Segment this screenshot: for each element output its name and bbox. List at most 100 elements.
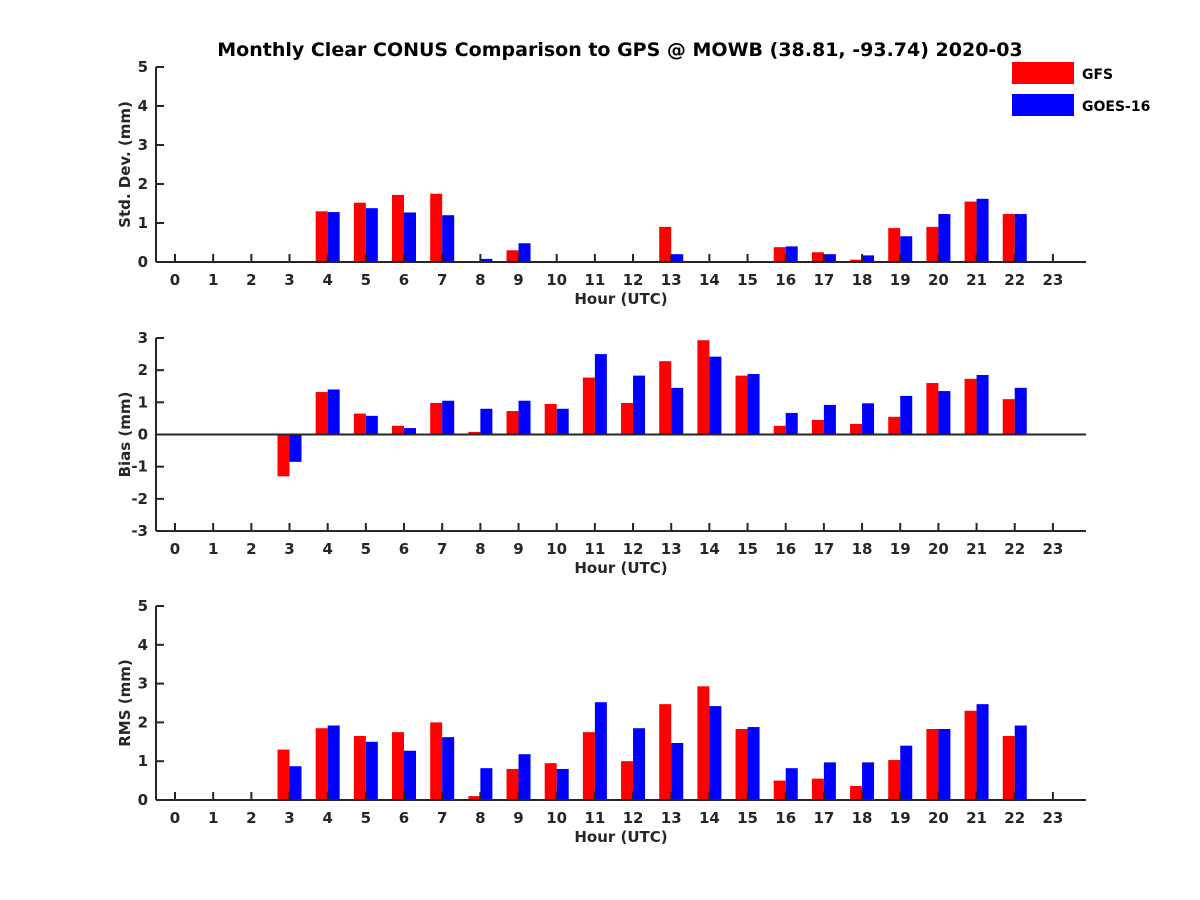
- x-tick-label: 12: [623, 271, 644, 289]
- x-tick-label: 2: [246, 540, 256, 558]
- x-tick-label: 10: [546, 271, 567, 289]
- bar-gfs-hour-5: [353, 202, 366, 262]
- x-tick-label: 3: [284, 540, 294, 558]
- x-tick-label: 7: [437, 271, 447, 289]
- bar-gfs-hour-7: [430, 402, 443, 435]
- x-tick-label: 6: [399, 809, 409, 827]
- bar-gfs-hour-14: [697, 686, 710, 800]
- x-tick-label: 5: [361, 809, 371, 827]
- legend-label-gfs: GFS: [1082, 67, 1113, 83]
- legend-swatch-goes16: [1012, 94, 1074, 116]
- y-tick-label: -2: [131, 490, 148, 508]
- bar-gfs-hour-18: [850, 423, 863, 435]
- bar-goes16-hour-5: [365, 208, 378, 262]
- bar-gfs-hour-17: [811, 778, 824, 800]
- bar-goes16-hour-4: [327, 725, 340, 800]
- bar-goes16-hour-6: [404, 750, 417, 800]
- bar-gfs-hour-3: [277, 749, 290, 800]
- x-tick-label: 4: [322, 809, 332, 827]
- x-tick-label: 10: [546, 540, 567, 558]
- x-tick-label: 5: [361, 271, 371, 289]
- bar-goes16-hour-21: [976, 374, 989, 435]
- bar-gfs-hour-13: [659, 361, 672, 435]
- y-tick-label: 3: [138, 136, 148, 154]
- bar-gfs-hour-3: [277, 434, 290, 477]
- x-tick-label: 21: [966, 809, 987, 827]
- bar-goes16-hour-3: [289, 434, 302, 462]
- x-tick-label: 12: [623, 809, 644, 827]
- bar-goes16-hour-5: [365, 415, 378, 435]
- bar-gfs-hour-9: [506, 411, 519, 435]
- bar-gfs-hour-4: [315, 728, 328, 800]
- bar-gfs-hour-11: [582, 377, 595, 435]
- y-tick-label: 1: [138, 214, 148, 232]
- bar-goes16-hour-6: [404, 428, 417, 435]
- y-tick-label: 5: [138, 58, 148, 76]
- bar-goes16-hour-22: [1014, 387, 1027, 435]
- y-axis-label: Std. Dev. (mm): [116, 101, 134, 228]
- bar-goes16-hour-8: [480, 258, 493, 262]
- x-tick-label: 10: [546, 809, 567, 827]
- x-tick-label: 13: [661, 540, 682, 558]
- x-tick-label: 17: [813, 540, 834, 558]
- x-tick-label: 21: [966, 540, 987, 558]
- bar-goes16-hour-15: [747, 374, 760, 435]
- x-tick-label: 2: [246, 271, 256, 289]
- bar-gfs-hour-13: [659, 704, 672, 800]
- x-tick-label: 15: [737, 809, 758, 827]
- y-tick-label: 3: [138, 329, 148, 347]
- x-tick-label: 17: [813, 271, 834, 289]
- bar-gfs-hour-18: [850, 786, 863, 800]
- bar-goes16-hour-6: [404, 212, 417, 262]
- bar-goes16-hour-17: [823, 762, 836, 800]
- x-tick-label: 22: [1004, 809, 1025, 827]
- bar-goes16-hour-21: [976, 198, 989, 262]
- y-tick-label: 1: [138, 393, 148, 411]
- y-tick-label: -1: [131, 458, 148, 476]
- bar-goes16-hour-12: [633, 375, 646, 435]
- x-tick-label: 23: [1042, 809, 1063, 827]
- x-tick-label: 7: [437, 540, 447, 558]
- x-tick-label: 12: [623, 540, 644, 558]
- bar-gfs-hour-20: [926, 729, 939, 800]
- bar-gfs-hour-21: [964, 201, 977, 262]
- x-tick-label: 3: [284, 271, 294, 289]
- x-tick-label: 0: [170, 540, 180, 558]
- bar-goes16-hour-19: [900, 745, 913, 800]
- bar-goes16-hour-21: [976, 704, 989, 800]
- x-tick-label: 8: [475, 809, 485, 827]
- x-tick-label: 0: [170, 271, 180, 289]
- x-tick-label: 15: [737, 271, 758, 289]
- y-tick-label: 0: [138, 426, 148, 444]
- bar-gfs-hour-17: [811, 420, 824, 435]
- x-tick-label: 11: [584, 540, 605, 558]
- bar-goes16-hour-8: [480, 408, 493, 435]
- bar-gfs-hour-13: [659, 226, 672, 262]
- bar-goes16-hour-13: [671, 254, 684, 262]
- y-axis-label: RMS (mm): [116, 659, 134, 746]
- x-tick-label: 0: [170, 809, 180, 827]
- x-tick-label: 21: [966, 271, 987, 289]
- bar-gfs-hour-9: [506, 250, 519, 262]
- bar-gfs-hour-15: [735, 729, 748, 800]
- bar-gfs-hour-5: [353, 413, 366, 435]
- x-tick-label: 16: [775, 540, 796, 558]
- chart-title: Monthly Clear CONUS Comparison to GPS @ …: [217, 39, 1023, 61]
- x-tick-label: 8: [475, 271, 485, 289]
- bar-goes16-hour-10: [556, 408, 569, 435]
- x-tick-label: 18: [852, 540, 873, 558]
- x-tick-label: 4: [322, 540, 332, 558]
- bar-gfs-hour-10: [544, 763, 557, 800]
- bar-gfs-hour-4: [315, 211, 328, 262]
- y-tick-label: 2: [138, 175, 148, 193]
- bar-gfs-hour-20: [926, 383, 939, 435]
- bar-gfs-hour-22: [1002, 399, 1015, 435]
- bar-goes16-hour-19: [900, 395, 913, 435]
- bar-goes16-hour-20: [938, 729, 951, 800]
- x-tick-label: 2: [246, 809, 256, 827]
- bar-gfs-hour-15: [735, 375, 748, 435]
- x-tick-label: 14: [699, 271, 720, 289]
- x-tick-label: 23: [1042, 540, 1063, 558]
- x-tick-label: 22: [1004, 271, 1025, 289]
